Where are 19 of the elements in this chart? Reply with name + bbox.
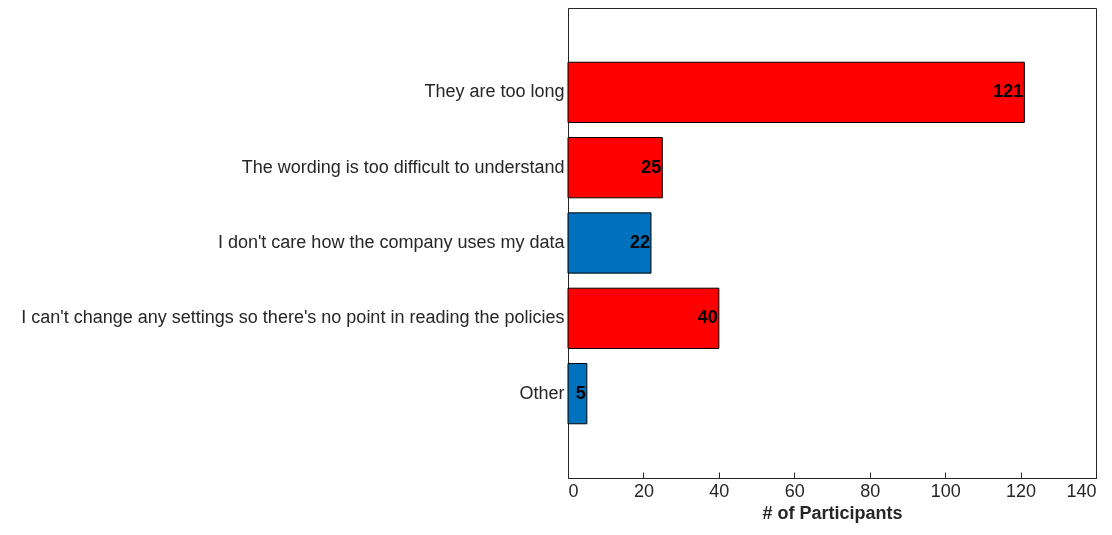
data-label: 25 — [641, 156, 662, 177]
x-tick-label: 140 — [1066, 480, 1097, 501]
y-tick-label: Other — [519, 382, 565, 403]
x-tick-label: 20 — [633, 480, 654, 501]
x-tick-label: 0 — [568, 480, 579, 501]
x-tick-label: 120 — [1006, 480, 1037, 501]
data-label: 40 — [697, 307, 718, 328]
y-tick-label: They are too long — [424, 81, 565, 102]
data-label: 121 — [993, 81, 1024, 102]
y-tick-label: I can't change any settings so there's no point in reading the policies — [21, 307, 565, 328]
x-tick-label: 40 — [709, 480, 730, 501]
x-tick-label: 80 — [860, 480, 881, 501]
x-tick-label: 100 — [930, 480, 961, 501]
y-tick-label: The wording is too difficult to understand — [241, 156, 565, 177]
x-tick-label: 60 — [784, 480, 805, 501]
y-tick-label: I don't care how the company uses my data — [217, 232, 566, 252]
data-label: 22 — [629, 232, 650, 252]
x-axis-title: # of Participants — [762, 502, 903, 523]
data-label: 5 — [575, 382, 586, 403]
